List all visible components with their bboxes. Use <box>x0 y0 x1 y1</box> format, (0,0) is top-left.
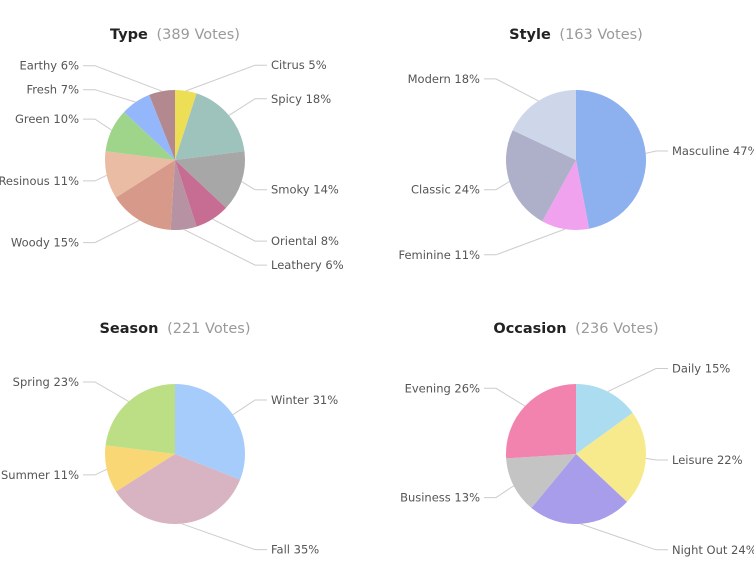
slice-label: Daily 15% <box>672 362 730 376</box>
pie-slice[interactable] <box>105 384 175 454</box>
slice-label: Fresh 7% <box>26 83 79 97</box>
slice-label: Winter 31% <box>271 393 338 407</box>
label-connector <box>83 65 163 92</box>
label-connector <box>183 228 267 266</box>
chart-title: Occasion <box>493 321 566 337</box>
svg-text:Season (221 Votes): Season (221 Votes) <box>99 321 250 337</box>
label-connector <box>484 228 566 256</box>
label-connector <box>484 485 514 499</box>
label-connector <box>484 181 510 191</box>
pie-slice[interactable] <box>104 151 175 198</box>
pie-slice[interactable] <box>175 151 246 208</box>
pie-slice[interactable] <box>170 160 197 230</box>
label-connector <box>232 399 267 416</box>
pie-slice[interactable] <box>123 94 175 160</box>
label-connector <box>83 381 129 402</box>
label-connector <box>212 218 267 242</box>
label-connector <box>181 523 267 551</box>
label-connector <box>228 98 267 116</box>
pie-slice[interactable] <box>105 112 175 160</box>
pie-slice[interactable] <box>506 454 576 508</box>
pie-slice[interactable] <box>506 130 576 222</box>
pie: Citrus 5% Spicy 18% Smoky 14% Oriental 8% Le… <box>0 58 344 272</box>
label-connector <box>607 368 668 393</box>
slice-label: Leathery 6% <box>271 258 344 272</box>
slice-label: Evening 26% <box>405 381 481 395</box>
pie-slice[interactable] <box>531 454 628 525</box>
label-connector <box>645 150 668 154</box>
slice-label: Earthy 6% <box>19 59 79 73</box>
slice-label: Classic 24% <box>411 183 480 197</box>
label-connector <box>83 219 140 244</box>
label-connector <box>241 181 267 191</box>
pie-slice[interactable] <box>175 160 227 227</box>
slice-label: Night Out 24% <box>672 543 754 557</box>
label-connector <box>645 457 668 461</box>
pie-slice[interactable] <box>542 160 590 230</box>
chart-title: Season <box>99 321 158 337</box>
label-connector <box>484 78 539 102</box>
slice-label: Business 13% <box>400 491 480 505</box>
slice-label: Oriental 8% <box>271 234 339 248</box>
pie-slice[interactable] <box>115 454 241 524</box>
pie-slice[interactable] <box>115 160 175 230</box>
pie: Daily 15% Leisure 22% Night Out 24% Evening… <box>400 362 754 557</box>
slice-label: Masculine 47% <box>672 144 754 158</box>
pie-slice[interactable] <box>104 445 175 492</box>
svg-text:Occasion (236 Votes): Occasion (236 Votes) <box>493 321 658 337</box>
chart-type: Type (389 Votes) Citrus 5% Spicy 18% Smoky… <box>0 27 344 272</box>
label-connector <box>83 174 107 182</box>
label-connector <box>83 89 136 103</box>
chart-occasion: Occasion (236 Votes) Daily 15% Leisure 22… <box>400 321 754 557</box>
label-connector <box>83 468 107 476</box>
svg-text:Type (389 Votes): Type (389 Votes) <box>110 27 240 43</box>
pie-slice[interactable] <box>149 90 175 160</box>
chart-votes: (163 Votes) <box>559 27 642 43</box>
slice-label: Leisure 22% <box>672 453 743 467</box>
pie-slice[interactable] <box>175 384 245 480</box>
label-connector <box>580 523 668 551</box>
slice-label: Spicy 18% <box>271 92 331 106</box>
slice-label: Citrus 5% <box>271 58 327 72</box>
slice-label: Fall 35% <box>271 543 319 557</box>
slice-label: Summer 11% <box>1 468 79 482</box>
pie-slice[interactable] <box>512 90 576 160</box>
chart-title: Type <box>110 27 148 43</box>
pie-slice[interactable] <box>175 90 197 160</box>
pie-slice[interactable] <box>576 384 633 454</box>
chart-season: Season (221 Votes) Winter 31% Fall 35% Spr… <box>1 321 338 557</box>
pie: Masculine 47% Modern 18% Classic 24% Femini… <box>398 72 754 262</box>
chart-votes: (221 Votes) <box>167 321 250 337</box>
slice-label: Spring 23% <box>13 375 79 389</box>
chart-title: Style <box>509 27 551 43</box>
chart-style: Style (163 Votes) Masculine 47% Modern 18… <box>398 27 754 262</box>
slice-label: Feminine 11% <box>398 248 480 262</box>
chart-votes: (389 Votes) <box>157 27 240 43</box>
pie-slice[interactable] <box>576 412 646 502</box>
label-connector <box>185 64 267 92</box>
slice-label: Modern 18% <box>408 72 480 86</box>
pie-slice[interactable] <box>506 384 576 459</box>
slice-label: Green 10% <box>15 112 79 126</box>
slice-label: Woody 15% <box>11 236 79 250</box>
pie: Winter 31% Fall 35% Spring 23% Summer 11% <box>1 375 338 557</box>
svg-text:Style (163 Votes): Style (163 Votes) <box>509 27 643 43</box>
slice-label: Resinous 11% <box>0 174 79 188</box>
chart-votes: (236 Votes) <box>575 321 658 337</box>
label-connector <box>83 118 112 131</box>
pie-slice[interactable] <box>175 93 245 160</box>
label-connector <box>484 387 526 407</box>
pie-slice[interactable] <box>576 90 647 229</box>
slice-label: Smoky 14% <box>271 183 339 197</box>
